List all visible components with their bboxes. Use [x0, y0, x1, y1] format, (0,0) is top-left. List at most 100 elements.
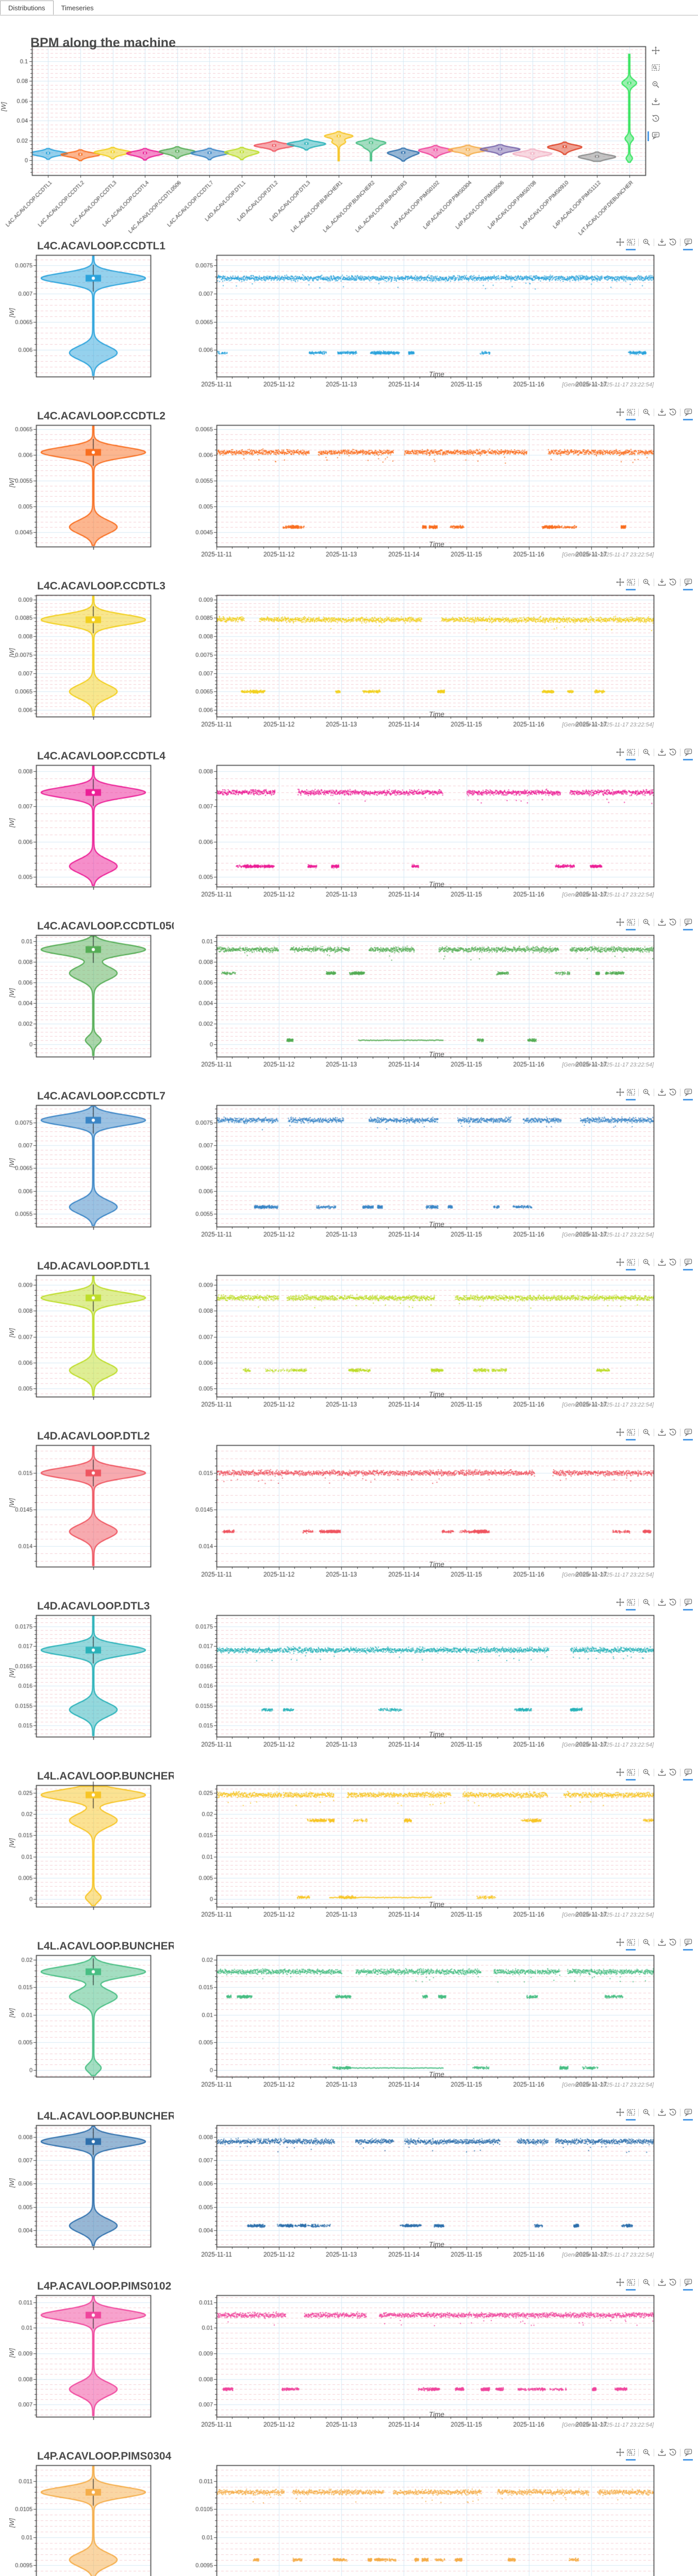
- reset-icon[interactable]: [668, 578, 677, 590]
- timeseries-plot-canvas[interactable]: [174, 1271, 698, 1426]
- hover-icon[interactable]: [683, 238, 693, 250]
- hover-icon[interactable]: [683, 918, 693, 930]
- reset-icon[interactable]: [668, 2278, 677, 2291]
- box-zoom-icon[interactable]: [626, 578, 636, 590]
- timeseries-plot-canvas[interactable]: [174, 761, 698, 916]
- box-zoom-icon[interactable]: [626, 1768, 636, 1781]
- zoom-icon[interactable]: [641, 1088, 651, 1100]
- hover-icon[interactable]: [683, 1258, 693, 1270]
- violin-plot-canvas[interactable]: [0, 1951, 174, 2106]
- reset-icon[interactable]: [668, 1938, 677, 1951]
- reset-icon[interactable]: [668, 918, 677, 930]
- download-icon[interactable]: [657, 1088, 667, 1100]
- download-icon[interactable]: [657, 1258, 667, 1270]
- download-icon[interactable]: [657, 1768, 667, 1781]
- download-icon[interactable]: [657, 238, 667, 250]
- hover-icon[interactable]: [683, 578, 693, 590]
- timeseries-plot-canvas[interactable]: [174, 1101, 698, 1256]
- zoom-icon[interactable]: [641, 2108, 651, 2121]
- pan-icon[interactable]: [615, 1428, 625, 1440]
- download-icon[interactable]: [657, 1598, 667, 1611]
- timeseries-plot-canvas[interactable]: [174, 1781, 698, 1936]
- pan-icon[interactable]: [615, 1598, 625, 1611]
- zoom-icon[interactable]: [641, 918, 651, 930]
- timeseries-plot-canvas[interactable]: [174, 591, 698, 745]
- reset-icon[interactable]: [668, 1768, 677, 1781]
- box-zoom-icon[interactable]: [626, 2108, 636, 2121]
- box-zoom-icon[interactable]: [626, 2448, 636, 2461]
- tab-timeseries[interactable]: Timeseries: [61, 4, 94, 12]
- box-zoom-icon[interactable]: [626, 1938, 636, 1951]
- pan-icon[interactable]: [615, 1938, 625, 1951]
- box-zoom-icon[interactable]: [626, 408, 636, 420]
- download-icon[interactable]: [657, 1428, 667, 1440]
- pan-icon[interactable]: [615, 1088, 625, 1100]
- timeseries-plot-canvas[interactable]: [174, 421, 698, 575]
- timeseries-plot-canvas[interactable]: [174, 251, 698, 405]
- hover-icon[interactable]: [647, 131, 660, 141]
- box-zoom-icon[interactable]: [626, 238, 636, 250]
- pan-icon[interactable]: [615, 2108, 625, 2121]
- timeseries-plot-canvas[interactable]: [174, 931, 698, 1086]
- box-zoom-icon[interactable]: [647, 63, 660, 73]
- zoom-icon[interactable]: [641, 1598, 651, 1611]
- box-zoom-icon[interactable]: [626, 1598, 636, 1611]
- zoom-icon[interactable]: [641, 1258, 651, 1270]
- box-zoom-icon[interactable]: [626, 1428, 636, 1440]
- download-icon[interactable]: [657, 918, 667, 930]
- download-icon[interactable]: [657, 2448, 667, 2461]
- hover-icon[interactable]: [683, 1598, 693, 1611]
- download-icon[interactable]: [657, 408, 667, 420]
- hover-icon[interactable]: [683, 2278, 693, 2291]
- violin-plot-canvas[interactable]: [0, 591, 174, 745]
- violin-plot-canvas[interactable]: [0, 1271, 174, 1426]
- violin-plot-canvas[interactable]: [0, 421, 174, 575]
- box-zoom-icon[interactable]: [626, 1258, 636, 1270]
- reset-icon[interactable]: [647, 114, 660, 124]
- pan-icon[interactable]: [615, 1258, 625, 1270]
- download-icon[interactable]: [657, 2108, 667, 2121]
- zoom-icon[interactable]: [641, 408, 651, 420]
- violin-plot-canvas[interactable]: [0, 2291, 174, 2446]
- zoom-icon[interactable]: [641, 2448, 651, 2461]
- pan-icon[interactable]: [615, 748, 625, 760]
- box-zoom-icon[interactable]: [626, 918, 636, 930]
- reset-icon[interactable]: [668, 2448, 677, 2461]
- zoom-icon[interactable]: [641, 748, 651, 760]
- reset-icon[interactable]: [668, 748, 677, 760]
- top-chart-canvas[interactable]: [0, 45, 698, 247]
- reset-icon[interactable]: [668, 1258, 677, 1270]
- hover-icon[interactable]: [683, 2108, 693, 2121]
- pan-icon[interactable]: [615, 1768, 625, 1781]
- pan-icon[interactable]: [615, 408, 625, 420]
- zoom-icon[interactable]: [641, 1938, 651, 1951]
- pan-icon[interactable]: [615, 2278, 625, 2291]
- download-icon[interactable]: [647, 97, 660, 107]
- pan-icon[interactable]: [615, 918, 625, 930]
- violin-plot-canvas[interactable]: [0, 2121, 174, 2276]
- box-zoom-icon[interactable]: [626, 748, 636, 760]
- timeseries-plot-canvas[interactable]: [174, 1611, 698, 1766]
- violin-plot-canvas[interactable]: [0, 1611, 174, 1766]
- violin-plot-canvas[interactable]: [0, 931, 174, 1086]
- hover-icon[interactable]: [683, 2448, 693, 2461]
- pan-icon[interactable]: [615, 578, 625, 590]
- timeseries-plot-canvas[interactable]: [174, 1441, 698, 1596]
- zoom-icon[interactable]: [641, 1428, 651, 1440]
- zoom-icon[interactable]: [641, 238, 651, 250]
- tab-distributions[interactable]: Distributions: [0, 1, 54, 15]
- violin-plot-canvas[interactable]: [0, 251, 174, 405]
- zoom-icon[interactable]: [641, 578, 651, 590]
- reset-icon[interactable]: [668, 408, 677, 420]
- violin-plot-canvas[interactable]: [0, 1781, 174, 1936]
- download-icon[interactable]: [657, 2278, 667, 2291]
- reset-icon[interactable]: [668, 1428, 677, 1440]
- violin-plot-canvas[interactable]: [0, 1441, 174, 1596]
- timeseries-plot-canvas[interactable]: [174, 2461, 698, 2576]
- timeseries-plot-canvas[interactable]: [174, 2121, 698, 2276]
- pan-icon[interactable]: [647, 46, 660, 56]
- reset-icon[interactable]: [668, 1088, 677, 1100]
- hover-icon[interactable]: [683, 1088, 693, 1100]
- zoom-icon[interactable]: [647, 80, 660, 90]
- hover-icon[interactable]: [683, 1938, 693, 1951]
